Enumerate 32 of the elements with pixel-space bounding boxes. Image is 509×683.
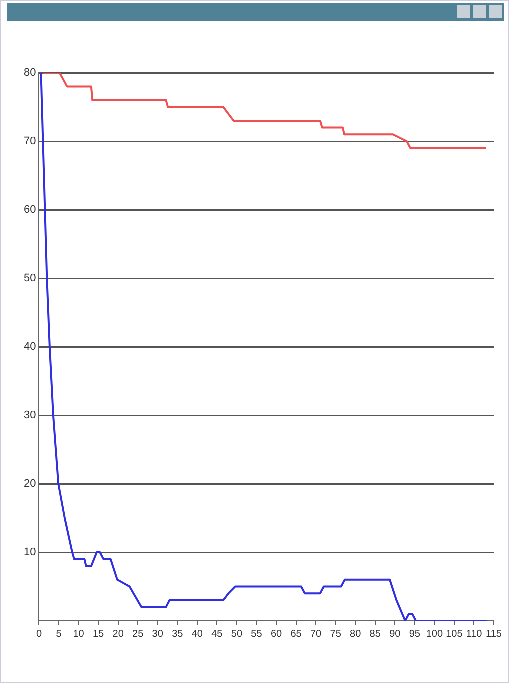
x-tick-label: 45 [212, 628, 224, 640]
x-tick-label: 40 [192, 628, 204, 640]
x-tick-label: 105 [446, 628, 464, 640]
x-tick-label: 85 [370, 628, 382, 640]
y-tick-label: 10 [24, 546, 36, 559]
x-tick-label: 100 [426, 628, 444, 640]
y-tick-label: 20 [24, 478, 36, 490]
y-tick-label: 70 [24, 136, 36, 148]
x-tick-label: 30 [152, 628, 164, 640]
x-tick-label: 50 [231, 628, 243, 640]
x-tick-label: 25 [132, 628, 144, 640]
y-tick-label: 60 [24, 204, 36, 216]
x-tick-label: 80 [350, 628, 362, 640]
x-tick-label: 0 [36, 628, 42, 640]
x-tick-label: 15 [92, 628, 105, 640]
x-tick-label: 75 [330, 628, 342, 640]
y-tick-label: 80 [24, 67, 36, 80]
x-tick-label: 70 [310, 628, 322, 640]
x-tick-label: 5 [56, 628, 62, 640]
x-tick-label: 110 [466, 628, 483, 640]
x-tick-label: 65 [290, 628, 302, 640]
x-tick-label: 10 [73, 628, 85, 640]
x-tick-label: 90 [390, 628, 402, 640]
x-tick-label: 20 [112, 628, 124, 640]
y-tick-label: 30 [24, 410, 36, 422]
x-tick-label: 60 [270, 628, 283, 640]
x-tick-label: 115 [486, 628, 502, 640]
x-tick-label: 95 [409, 628, 421, 640]
x-tick-label: 55 [251, 628, 263, 640]
y-tick-label: 40 [24, 341, 36, 354]
x-tick-label: 35 [172, 628, 184, 640]
y-tick-label: 50 [24, 272, 36, 285]
